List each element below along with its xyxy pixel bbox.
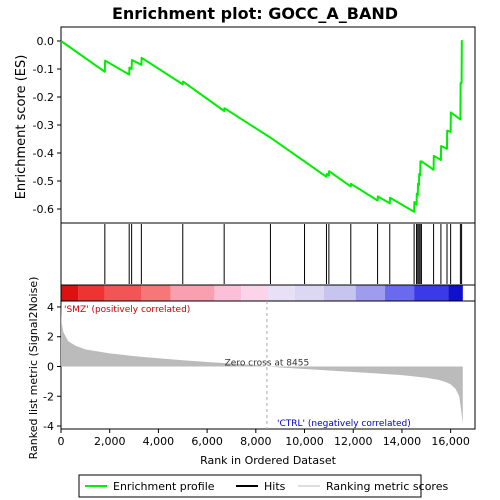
es-profile-line (60, 40, 463, 213)
ranking-y-tick-label: 0 (47, 360, 54, 373)
legend-es-label: Enrichment profile (113, 480, 215, 493)
rank-bar-segment (384, 285, 415, 301)
x-tick-label: 2,000 (94, 435, 126, 448)
negative-class-label: 'CTRL' (negatively correlated) (277, 419, 411, 429)
ranking-y-tick-label: 4 (47, 301, 54, 314)
rank-bar-segment (448, 285, 463, 301)
es-y-tick-label: -0.3 (33, 119, 54, 132)
x-tick-label: 14,000 (383, 435, 422, 448)
hit-lines (104, 224, 463, 284)
x-tick-label: 4,000 (143, 435, 175, 448)
rank-bar-segment (268, 285, 295, 301)
es-y-tick-label: 0.0 (37, 35, 55, 48)
ranking-x-ticks: 0 2,000 4,000 6,000 8,000 10,000 12,000 14,000 1… (58, 429, 470, 448)
ranking-y-ticks: 4 2 0 -2 -4 (43, 301, 61, 433)
rank-bar-segment (214, 285, 242, 301)
metric-area (61, 302, 463, 425)
rank-bar-segment (170, 285, 215, 301)
rank-bar-segment (141, 285, 171, 301)
ranking-panel: 4 2 0 -2 -4 0 2,000 4,000 6,000 8,000 10,000 12,00… (27, 277, 476, 467)
ranking-y-axis-label: Ranked list metric (Signal2Noise) (27, 277, 40, 460)
rank-bar-segment (104, 285, 142, 301)
x-tick-label: 16,000 (431, 435, 470, 448)
es-y-tick-label: -0.1 (33, 63, 54, 76)
ranking-y-tick-label: 2 (47, 331, 54, 344)
es-y-tick-label: -0.4 (33, 147, 54, 160)
es-plot-frame (60, 26, 476, 224)
ranking-y-tick-label: -4 (43, 420, 54, 433)
es-panel: 0.0 -0.1 -0.2 -0.3 -0.4 -0.5 -0.6 Enrichment s… (14, 26, 476, 224)
x-axis-label: Rank in Ordered Dataset (200, 454, 337, 467)
rank-bar-segment (324, 285, 356, 301)
es-y-axis-label: Enrichment score (ES) (14, 55, 29, 200)
ranking-color-bar (60, 284, 476, 302)
x-tick-label: 8,000 (240, 435, 272, 448)
rank-bar-segment (355, 285, 385, 301)
chart-title: Enrichment plot: GOCC_A_BAND (112, 4, 398, 23)
x-tick-label: 0 (58, 435, 65, 448)
hits-panel (60, 222, 476, 286)
x-tick-label: 10,000 (285, 435, 324, 448)
ranking-y-tick-label: -2 (43, 390, 54, 403)
es-y-tick-label: -0.6 (33, 203, 54, 216)
zero-cross-label: Zero cross at 8455 (225, 358, 310, 368)
hits-plot-frame (60, 222, 476, 286)
rank-bar-segment (414, 285, 449, 301)
es-y-tick-label: -0.2 (33, 91, 54, 104)
legend-hits-label: Hits (264, 480, 286, 493)
rank-bar-segment (78, 285, 105, 301)
rank-bar-segment (294, 285, 325, 301)
es-y-tick-label: -0.5 (33, 175, 54, 188)
legend-rank-label: Ranking metric scores (326, 480, 448, 493)
es-ticks: 0.0 -0.1 -0.2 -0.3 -0.4 -0.5 -0.6 (33, 35, 61, 216)
rank-bar-segment (61, 285, 79, 301)
rank-bar-segment (241, 285, 268, 301)
legend: Enrichment profile Hits Ranking metric s… (78, 474, 448, 498)
x-tick-label: 6,000 (191, 435, 223, 448)
positive-class-label: 'SMZ' (positively correlated) (64, 305, 190, 315)
x-tick-label: 12,000 (334, 435, 373, 448)
